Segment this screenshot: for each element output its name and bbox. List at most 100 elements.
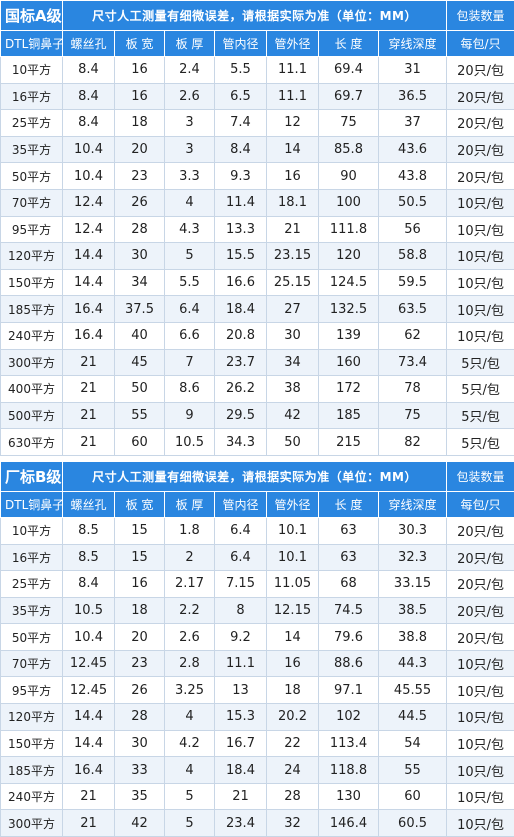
value-cell: 10只/包 [447,269,514,296]
section-title-row: 厂标B级尺寸人工测量有细微误差，请根据实际为准（单位：MM）包装数量 [1,461,514,491]
value-cell: 21 [63,810,115,837]
value-cell: 8.5 [63,517,115,544]
value-cell: 6.6 [165,322,215,349]
value-cell: 9.2 [215,624,267,651]
value-cell: 97.1 [319,677,379,704]
size-cell: 150平方 [1,730,63,757]
value-cell: 14.4 [63,704,115,731]
value-cell: 10只/包 [447,783,514,810]
value-cell: 55 [115,402,165,429]
value-cell: 2.2 [165,597,215,624]
value-cell: 5只/包 [447,349,514,376]
value-cell: 34.3 [215,429,267,456]
value-cell: 20只/包 [447,110,514,137]
size-cell: 70平方 [1,189,63,216]
column-header: 每包/只 [447,491,514,517]
value-cell: 43.8 [379,163,447,190]
value-cell: 32.3 [379,544,447,571]
value-cell: 50 [267,429,319,456]
value-cell: 1.8 [165,517,215,544]
value-cell: 4.3 [165,216,215,243]
size-cell: 16平方 [1,83,63,110]
value-cell: 14 [267,136,319,163]
value-cell: 59.5 [379,269,447,296]
value-cell: 20 [115,624,165,651]
value-cell: 38 [267,376,319,403]
value-cell: 12 [267,110,319,137]
value-cell: 2.17 [165,571,215,598]
value-cell: 16.4 [63,757,115,784]
value-cell: 2 [165,544,215,571]
value-cell: 21 [267,216,319,243]
value-cell: 139 [319,322,379,349]
value-cell: 30 [267,322,319,349]
value-cell: 10.1 [267,517,319,544]
value-cell: 2.4 [165,57,215,84]
value-cell: 63.5 [379,296,447,323]
value-cell: 75 [379,402,447,429]
value-cell: 37.5 [115,296,165,323]
value-cell: 16 [115,571,165,598]
value-cell: 111.8 [319,216,379,243]
value-cell: 2.8 [165,650,215,677]
value-cell: 8 [215,597,267,624]
size-cell: 300平方 [1,349,63,376]
value-cell: 35 [115,783,165,810]
value-cell: 75 [319,110,379,137]
value-cell: 78 [379,376,447,403]
value-cell: 102 [319,704,379,731]
measurement-note: 尺寸人工测量有细微误差，请根据实际为准（单位：MM） [63,461,447,491]
value-cell: 31 [379,57,447,84]
value-cell: 23 [115,163,165,190]
value-cell: 10.5 [63,597,115,624]
value-cell: 11.4 [215,189,267,216]
value-cell: 34 [115,269,165,296]
value-cell: 10.4 [63,163,115,190]
value-cell: 11.1 [267,57,319,84]
value-cell: 4 [165,189,215,216]
value-cell: 11.05 [267,571,319,598]
value-cell: 20只/包 [447,136,514,163]
value-cell: 27 [267,296,319,323]
size-cell: 25平方 [1,571,63,598]
value-cell: 24 [267,757,319,784]
column-header: 管外径 [267,491,319,517]
column-header: 长 度 [319,491,379,517]
value-cell: 12.4 [63,189,115,216]
value-cell: 82 [379,429,447,456]
value-cell: 5只/包 [447,429,514,456]
value-cell: 10只/包 [447,189,514,216]
value-cell: 74.5 [319,597,379,624]
value-cell: 90 [319,163,379,190]
value-cell: 8.5 [63,544,115,571]
size-cell: 95平方 [1,216,63,243]
size-cell: 400平方 [1,376,63,403]
value-cell: 63 [319,517,379,544]
value-cell: 20只/包 [447,517,514,544]
value-cell: 15.5 [215,243,267,270]
value-cell: 26 [115,677,165,704]
column-header: 螺丝孔 [63,491,115,517]
value-cell: 55 [379,757,447,784]
value-cell: 50 [115,376,165,403]
value-cell: 8.4 [215,136,267,163]
value-cell: 215 [319,429,379,456]
size-cell: 150平方 [1,269,63,296]
size-cell: 95平方 [1,677,63,704]
value-cell: 45.55 [379,677,447,704]
